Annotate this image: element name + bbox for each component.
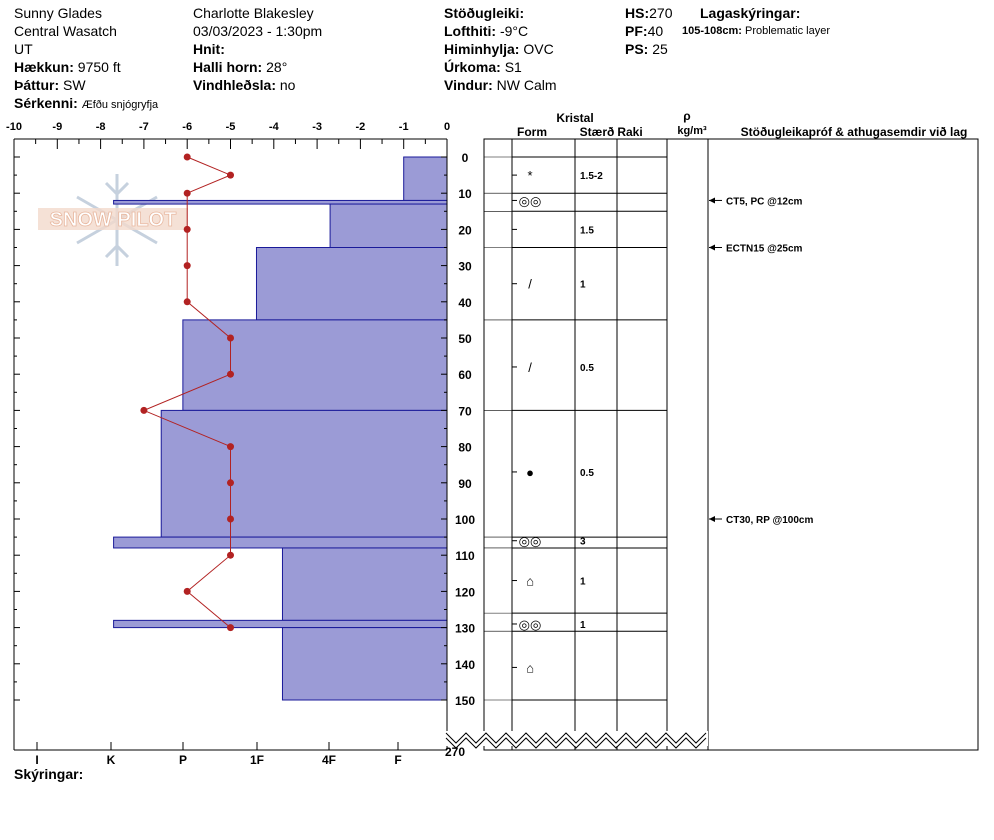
temperature-point (227, 335, 234, 342)
depth-tick-label: 100 (455, 513, 475, 527)
temperature-point (140, 407, 147, 414)
grain-form-symbol: * (527, 168, 532, 183)
temp-tick-label: -9 (52, 121, 62, 133)
hardness-bar (404, 157, 447, 200)
grain-form-symbol: ◎◎ (519, 534, 542, 549)
temp-tick-label: -2 (356, 121, 366, 133)
temperature-point (227, 172, 234, 179)
snowpilot-watermark: SNOW PILOT (38, 174, 188, 266)
temperature-point (184, 154, 191, 161)
depth-tick-label: 90 (458, 477, 472, 491)
temperature-point (227, 552, 234, 559)
hardness-bar (256, 248, 447, 320)
temp-tick-label: -5 (226, 121, 236, 133)
hardness-bar (114, 620, 447, 627)
depth-tick-label: 150 (455, 694, 475, 708)
size-header: Stærð (580, 125, 615, 139)
temperature-point (184, 190, 191, 197)
temperature-point (184, 588, 191, 595)
temp-tick-label: -3 (312, 121, 322, 133)
tests-header: Stöðugleikapróf & athugasemdir við lag (741, 125, 968, 139)
hardness-tick-label: I (35, 753, 38, 767)
test-arrow-head (709, 245, 715, 251)
depth-tick-label: 0 (462, 151, 469, 165)
depth-tick-label: 40 (458, 296, 472, 310)
hardness-bar (282, 548, 447, 620)
grain-size: 1 (580, 280, 586, 291)
temp-tick-label: -7 (139, 121, 149, 133)
grain-size: 1.5 (580, 225, 594, 236)
grain-form-symbol: / (528, 360, 532, 375)
moisture-header: Raki (617, 125, 642, 139)
hardness-bar (183, 320, 447, 411)
temperature-point (184, 226, 191, 233)
grain-size: 1 (580, 577, 586, 588)
depth-break-mark (446, 731, 708, 748)
temperature-point (184, 298, 191, 305)
depth-tick-label: 10 (458, 187, 472, 201)
temp-tick-label: -10 (6, 121, 22, 133)
grain-size: 1.5-2 (580, 171, 603, 182)
watermark-text: SNOW PILOT (50, 209, 177, 231)
snow-profile-chart: SNOW PILOT -10 -9 -8 -7 -6 -5 -4 -3 -2 -1 0 I K P 1F 4… (0, 0, 994, 840)
temperature-point (184, 262, 191, 269)
hardness-tick-label: 4F (322, 753, 336, 767)
stability-test-text: ECTN15 @25cm (726, 244, 803, 255)
stability-test-text: CT5, PC @12cm (726, 196, 803, 207)
depth-tick-label: 110 (455, 549, 475, 563)
temperature-point (227, 371, 234, 378)
depth-tick-label: 70 (458, 404, 472, 418)
grain-form-symbol: ● (526, 465, 534, 480)
temperature-point (227, 516, 234, 523)
rho-header: ρ (683, 109, 690, 123)
grain-form-symbol: ◎◎ (519, 617, 542, 632)
hardness-bar (330, 204, 447, 247)
hardness-bar (114, 200, 447, 204)
depth-tick-label: 30 (458, 260, 472, 274)
grain-size: 3 (580, 537, 586, 548)
depth-tick-label: 130 (455, 622, 475, 636)
temp-tick-label: -4 (269, 121, 280, 133)
temp-tick-label: -8 (96, 121, 106, 133)
temp-tick-label: 0 (444, 121, 450, 133)
temperature-point (227, 479, 234, 486)
depth-tick-label: 20 (458, 223, 472, 237)
hardness-bar (161, 410, 447, 537)
grain-size: 0.5 (580, 363, 594, 374)
test-arrow-head (709, 197, 715, 203)
density-unit-header: kg/m³ (677, 125, 707, 137)
hardness-bar (282, 628, 447, 700)
stability-test-text: CT30, RP @100cm (726, 515, 813, 526)
grain-size: 1 (580, 620, 586, 631)
grain-form-symbol: ⌂ (526, 660, 534, 675)
test-arrow-head (709, 516, 715, 522)
crystal-header: Kristal (556, 111, 593, 125)
depth-tick-label: 120 (455, 585, 475, 599)
temp-tick-label: -6 (182, 121, 192, 133)
layers-panel-frame (484, 139, 978, 750)
temperature-point (227, 624, 234, 631)
hardness-tick-label: P (179, 753, 187, 767)
hardness-bar (114, 537, 447, 548)
grain-form-symbol: / (528, 277, 532, 292)
hardness-tick-label: F (394, 753, 401, 767)
temp-tick-label: -1 (399, 121, 409, 133)
hardness-tick-label: 1F (250, 753, 264, 767)
depth-tick-label: 140 (455, 658, 475, 672)
grain-form-symbol: ◎◎ (519, 193, 542, 208)
temperature-point (227, 443, 234, 450)
hardness-tick-label: K (107, 753, 116, 767)
form-header: Form (517, 125, 547, 139)
grain-size: 0.5 (580, 468, 594, 479)
depth-tick-label: 50 (458, 332, 472, 346)
depth-tick-label: 80 (458, 441, 472, 455)
depth-tick-label: 60 (458, 368, 472, 382)
grain-form-symbol: ⌂ (526, 574, 534, 589)
